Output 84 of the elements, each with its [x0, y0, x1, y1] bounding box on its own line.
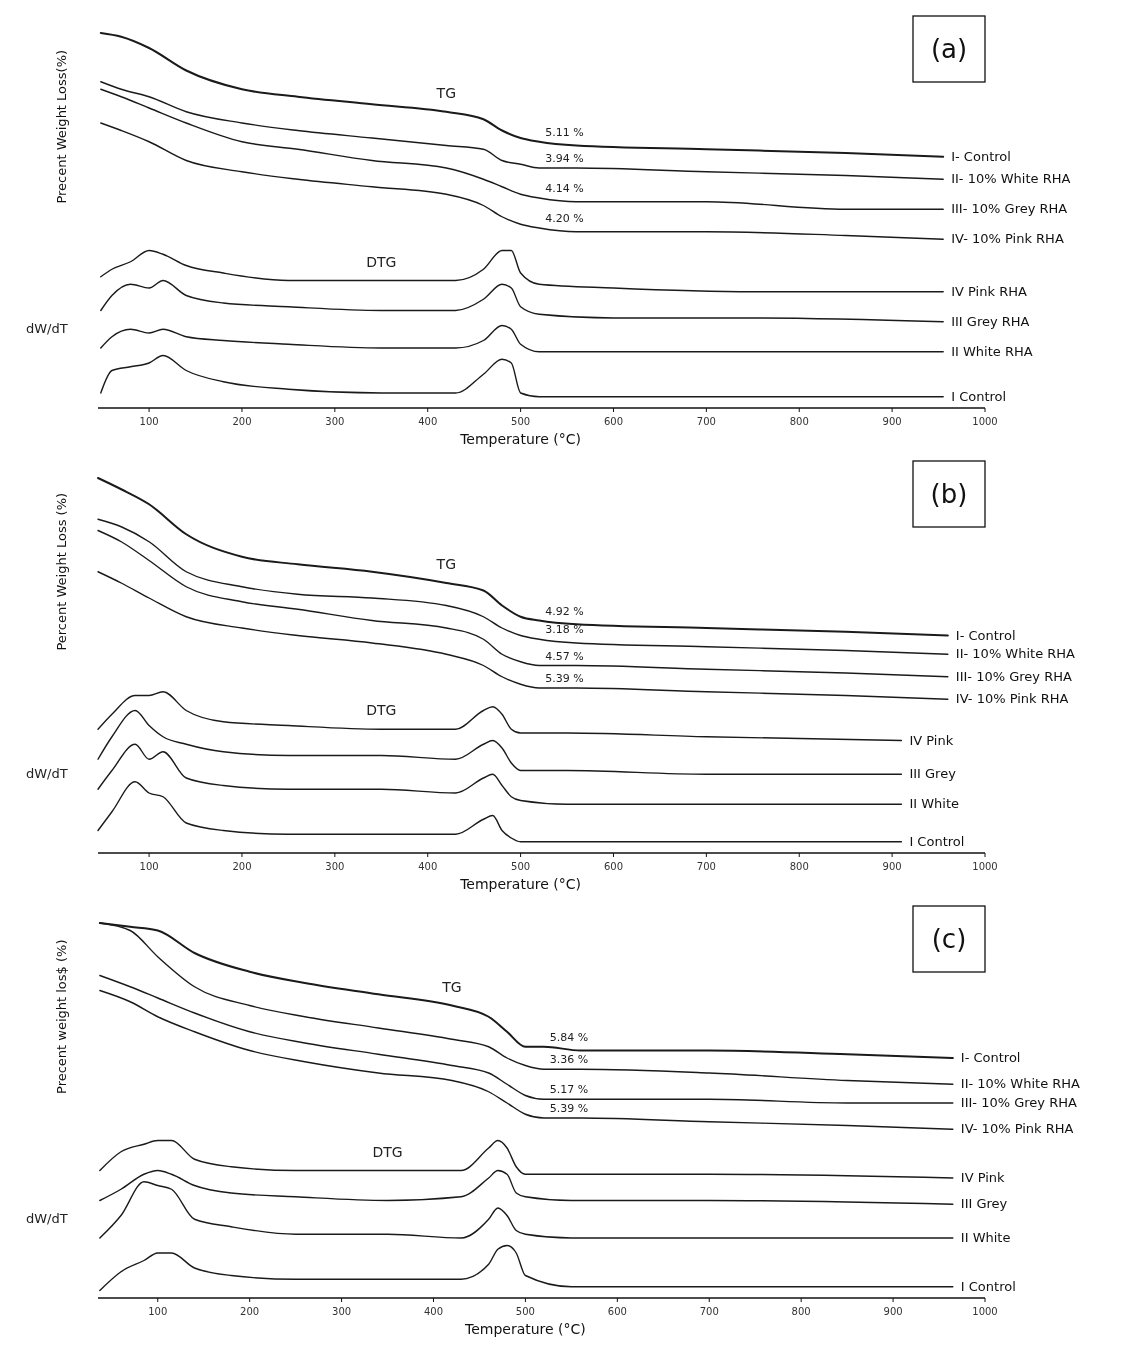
annotation: TG	[435, 556, 456, 572]
annotation: 3.36 %	[549, 1053, 589, 1067]
x-tick-label: 700	[696, 861, 716, 872]
series-label: I Control	[909, 833, 965, 849]
x-tick-label: 300	[332, 1306, 352, 1317]
series-label: III Grey	[909, 766, 957, 782]
y-axis-title: Precent weight los$ (%)	[54, 939, 69, 1094]
text: dW/dT	[26, 321, 68, 336]
x-tick-label: 500	[515, 1306, 535, 1317]
annotation: DTG	[366, 253, 397, 270]
x-tick-label: 800	[791, 1306, 811, 1317]
series-label: III Grey	[960, 1196, 1008, 1212]
x-tick-label: 700	[696, 416, 716, 427]
annotation: 4.57 %	[545, 649, 584, 663]
x-tick-label: 1000	[972, 416, 998, 427]
series-label: IV- 10% Pink RHA	[955, 691, 1069, 707]
x-tick-label: 600	[607, 1306, 627, 1317]
series-label: IV Pink	[909, 732, 954, 748]
annotation: DTG	[372, 1143, 403, 1160]
y-axis-title: Percent Weight Loss (%)	[54, 492, 69, 651]
series-label: IV- 10% Pink RHA	[960, 1121, 1074, 1137]
series-label: III- 10% Grey RHA	[960, 1095, 1077, 1110]
series-label: II- 10% White RHA	[960, 1076, 1081, 1092]
annotation: 3.18 %	[545, 623, 584, 637]
annotation: 4.92 %	[545, 604, 584, 618]
x-tick-label: 1000	[972, 861, 998, 872]
x-tick-label: 500	[511, 861, 531, 872]
chart-title: (a)	[930, 34, 968, 64]
x-tick-label: 700	[699, 1306, 719, 1317]
x-tick-label: 200	[232, 861, 252, 872]
series-label: I- Control	[960, 1050, 1021, 1065]
x-axis-title: Temperature (°C)	[459, 431, 582, 447]
x-tick-label: 100	[139, 416, 159, 427]
x-axis-title: Temperature (°C)	[463, 1321, 586, 1337]
x-tick-label: 400	[418, 861, 438, 872]
annotation: 5.39 %	[545, 672, 584, 685]
x-tick-label: 500	[511, 416, 531, 427]
chart-title: (c)	[931, 924, 967, 954]
series-label: IV- 10% Pink RHA	[951, 231, 1064, 247]
series-label: III- 10% Grey RHA	[951, 201, 1068, 217]
annotation: TG	[441, 978, 462, 995]
annotation: 5.39 %	[549, 1102, 589, 1115]
x-tick-label: 600	[603, 416, 624, 427]
x-tick-label: 200	[240, 1306, 260, 1317]
series-label: I Control	[951, 388, 1007, 404]
x-tick-label: 100	[148, 1306, 168, 1317]
x-tick-label: 900	[883, 1306, 903, 1317]
x-tick-label: 800	[789, 416, 809, 427]
annotation: 4.20 %	[545, 212, 584, 225]
series-label: II White	[960, 1230, 1011, 1245]
x-tick-label: 600	[603, 861, 624, 872]
series-label: II- 10% White RHA	[951, 171, 1071, 187]
series-label: I- Control	[955, 627, 1016, 643]
series-label: III Grey RHA	[951, 313, 1030, 329]
series-label: II White	[909, 796, 960, 812]
text: dW/dT	[26, 1211, 68, 1226]
annotation: 3.94 %	[545, 152, 584, 165]
annotation: 5.11 %	[545, 125, 584, 139]
x-tick-label: 900	[882, 861, 902, 872]
series-label: II White RHA	[951, 343, 1033, 359]
x-tick-label: 200	[232, 416, 252, 427]
series-label: I Control	[960, 1278, 1016, 1294]
x-tick-label: 300	[325, 861, 345, 872]
x-tick-label: 900	[882, 416, 902, 427]
x-axis-title: Temperature (°C)	[459, 876, 582, 892]
y-axis-title: Precent Weight Loss(%)	[54, 49, 69, 204]
series-label: IV Pink RHA	[951, 283, 1027, 299]
series-label: III- 10% Grey RHA	[955, 668, 1072, 684]
x-tick-label: 400	[418, 416, 438, 427]
series-label: IV Pink	[960, 1170, 1006, 1185]
x-tick-label: 300	[325, 416, 345, 427]
annotation: 5.84 %	[549, 1030, 589, 1044]
text: dW/dT	[26, 766, 68, 781]
annotation: 4.14 %	[545, 182, 584, 195]
annotation: 5.17 %	[549, 1083, 589, 1097]
annotation: DTG	[366, 702, 397, 719]
x-tick-label: 100	[139, 861, 159, 872]
chart-title: (b)	[930, 479, 968, 509]
series-label: I- Control	[951, 148, 1011, 164]
x-tick-label: 1000	[972, 1306, 998, 1317]
x-tick-label: 400	[423, 1306, 444, 1317]
series-label: II- 10% White RHA	[955, 646, 1076, 662]
annotation: TG	[435, 84, 456, 101]
x-tick-label: 800	[789, 861, 809, 872]
